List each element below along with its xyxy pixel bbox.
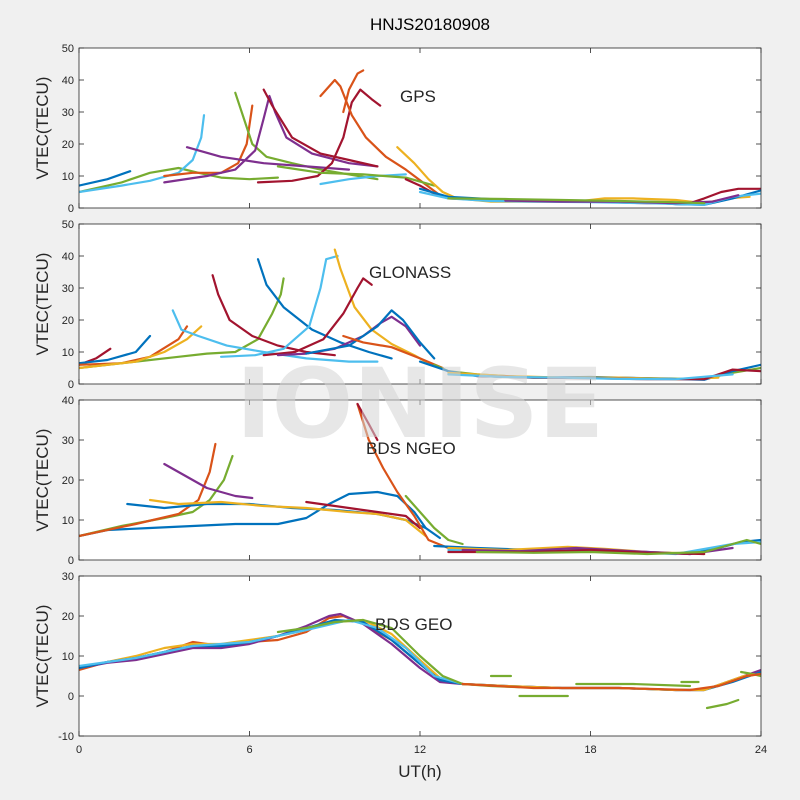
panel-0-ytick-label-2: 20 (62, 139, 74, 151)
panel-1-series-8 (220, 254, 339, 358)
x-axis-label: UT(h) (398, 762, 441, 781)
panel-2-y-axis-label: VTEC(TECU) (33, 429, 52, 532)
xtick-label-2: 12 (414, 744, 426, 756)
panel-1-series-10 (262, 277, 373, 357)
panel-0-series-3 (163, 104, 254, 178)
panel-0-series-18 (447, 197, 706, 205)
xtick-label-0: 0 (76, 744, 82, 756)
panel-0-series-9 (319, 78, 441, 197)
panel-0-series-0 (79, 170, 132, 187)
panel-2-series-3 (163, 462, 254, 500)
panel-2-series-5 (148, 498, 427, 538)
panel-3-series-group (79, 612, 761, 710)
panel-1-ytick-label-3: 30 (62, 283, 74, 295)
panel-3-series-10 (705, 698, 740, 710)
panel-0-series-2 (79, 114, 206, 194)
panel-0-series-11 (319, 173, 407, 186)
panel-1-series-7 (256, 258, 393, 360)
panel-2-series-7 (356, 402, 450, 550)
panel-1-series-4 (79, 325, 203, 370)
panel-1-series-6 (211, 274, 336, 357)
panel-1-system-label: GLONASS (369, 263, 451, 282)
panel-1-series-13 (342, 334, 444, 370)
panel-0: 0 10 20 30 40 50 VTEC(TECU) GPS (33, 43, 762, 215)
panel-1-series-12 (305, 309, 436, 360)
panel-0-series-group (79, 69, 761, 206)
panel-2-series-0 (79, 490, 427, 538)
panel-0-series-8 (256, 88, 382, 184)
panel-0-series-10 (342, 69, 365, 114)
panel-2-series-9 (404, 494, 464, 546)
panel-2-ytick-label-1: 10 (62, 515, 74, 527)
panel-0-series-1 (79, 166, 279, 194)
panel-3-series-13 (461, 672, 761, 692)
panel-2-ytick-label-2: 20 (62, 475, 74, 487)
panel-1-series-5 (171, 309, 379, 363)
panel-3-system-label: BDS GEO (375, 615, 452, 634)
panel-0-ytick-label-3: 30 (62, 107, 74, 119)
panel-3-y-axis-label: VTEC(TECU) (33, 605, 52, 708)
panel-1-series-18 (447, 373, 734, 381)
panel-1-ytick-label-2: 20 (62, 315, 74, 327)
panel-3-ytick-label-4: 30 (62, 571, 74, 583)
panel-0-system-label: GPS (400, 87, 436, 106)
panel-0-ytick-label-1: 10 (62, 171, 74, 183)
panel-3-ytick-label-3: 20 (62, 611, 74, 623)
panel-2-system-label: BDS NGEO (366, 439, 456, 458)
panel-2-ytick-label-4: 40 (62, 395, 74, 407)
panel-3-series-8 (575, 682, 692, 688)
panel-2-series-8 (356, 402, 379, 442)
panel-2-series-2 (79, 442, 217, 538)
watermark: IONISE (236, 348, 604, 460)
panel-0-series-7 (185, 146, 351, 171)
panel-0-plot-area (79, 48, 761, 208)
panel-1-ytick-label-0: 0 (68, 379, 74, 391)
panel-2-series-15 (475, 538, 761, 556)
panel-1-series-1 (79, 334, 152, 365)
xtick-label-3: 18 (584, 744, 596, 756)
panel-2: 0 10 20 30 40 VTEC(TECU) BDS NGEO (33, 395, 762, 567)
panel-1-ytick-label-5: 50 (62, 219, 74, 231)
panel-3-series-4 (79, 618, 464, 686)
panel-0-series-6 (262, 88, 379, 168)
panel-3-ytick-label-1: 0 (68, 691, 74, 703)
panel-1-series-group (79, 248, 761, 381)
panel-0-series-5 (163, 94, 379, 184)
panel-2-series-6 (305, 500, 422, 530)
panel-2-ytick-label-0: 0 (68, 555, 74, 567)
panel-3-ytick-label-2: 10 (62, 651, 74, 663)
panel-0-ytick-label-5: 50 (62, 43, 74, 55)
panel-3-ytick-label-0: -10 (58, 731, 74, 743)
panel-0-ytick-label-0: 0 (68, 203, 74, 215)
panels: 0 10 20 30 40 50 VTEC(TECU) GPS 0 10 20 30 40 50 VTEC(… (33, 43, 767, 756)
panel-0-series-12 (276, 165, 436, 187)
xtick-label-4: 24 (755, 744, 767, 756)
xtick-label-1: 6 (246, 744, 252, 756)
panel-0-y-axis-label: VTEC(TECU) (33, 77, 52, 180)
panel-2-ytick-label-3: 30 (62, 435, 74, 447)
panel-1-ytick-label-4: 40 (62, 251, 74, 263)
panel-1-y-axis-label: VTEC(TECU) (33, 253, 52, 356)
panel-2-series-group (79, 402, 761, 556)
figure-title: HNJS20180908 (370, 15, 490, 34)
panel-1: 0 10 20 30 40 50 VTEC(TECU) GLONASS (33, 219, 762, 391)
panel-1-ytick-label-1: 10 (62, 347, 74, 359)
panel-0-ytick-label-4: 40 (62, 75, 74, 87)
